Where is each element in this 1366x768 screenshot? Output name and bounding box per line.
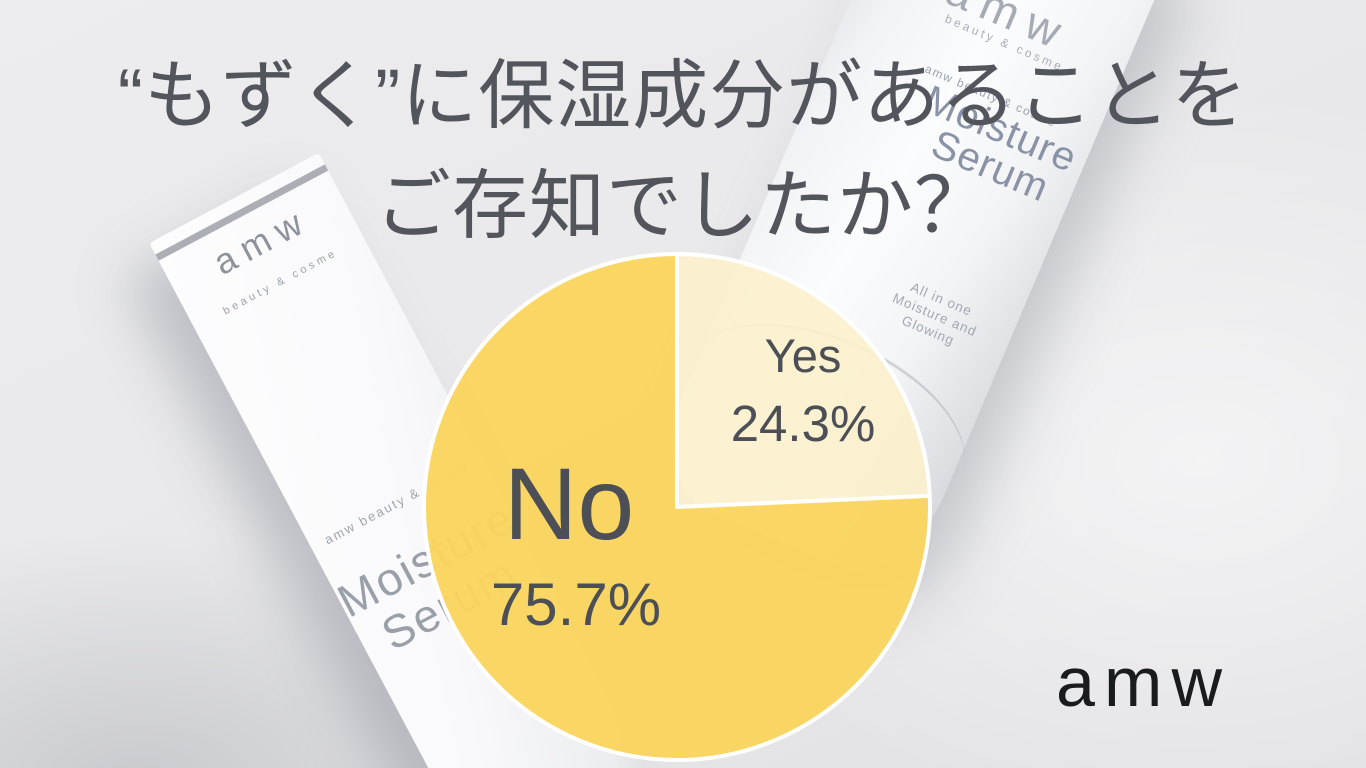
page-title-line2: ご存知でしたか？ [375,164,991,249]
pie-label-no: No [503,447,635,561]
pie-value-no: 75.7% [490,571,662,638]
page-title-line1: “もずく”に保湿成分があることを [117,54,1249,139]
pie-label-yes: Yes [764,329,842,382]
brand-logo: amw [1056,643,1232,721]
page-title: “もずく”に保湿成分があることを ご存知でしたか？ [0,42,1366,262]
pie-slice-yes [675,252,932,509]
pie-slice-no [422,252,932,762]
pie-value-yes: 24.3% [730,395,876,452]
